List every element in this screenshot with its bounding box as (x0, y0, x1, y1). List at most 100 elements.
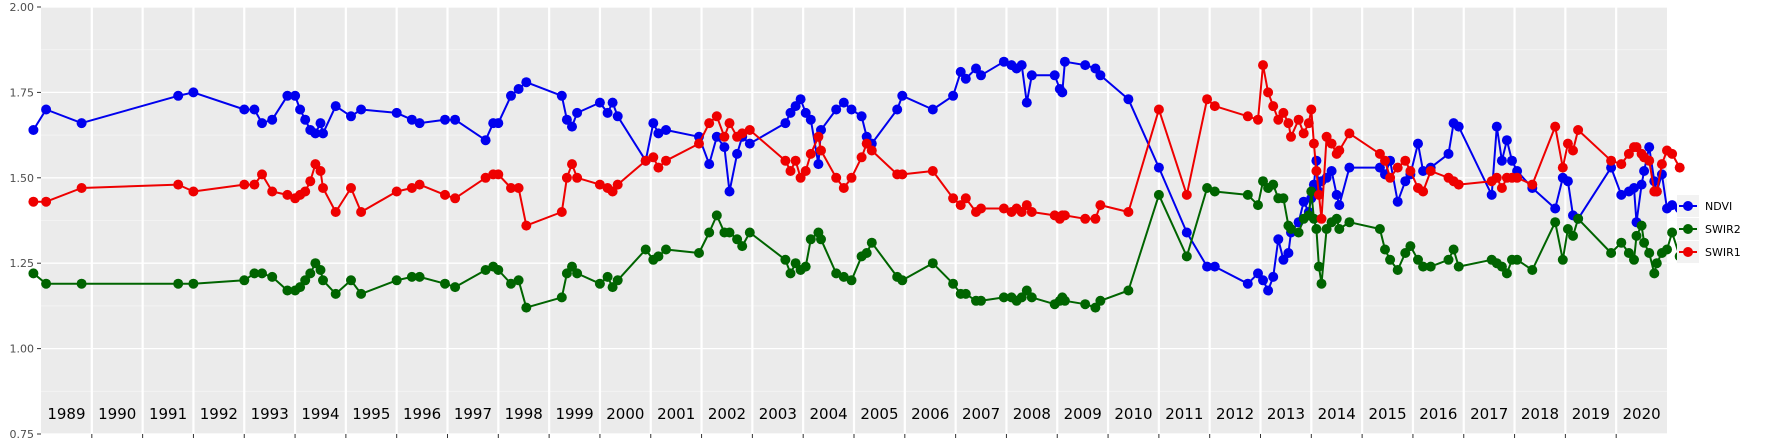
data-point-swir2 (816, 234, 826, 245)
year-label: 1993 (251, 405, 289, 423)
data-point-swir2 (607, 282, 618, 293)
data-point-swir2 (1316, 278, 1327, 289)
data-point-ndvi (1016, 60, 1027, 71)
data-point-swir2 (572, 268, 583, 279)
data-point-swir1 (1080, 213, 1091, 224)
data-point-ndvi (1209, 261, 1220, 272)
data-point-swir1 (506, 183, 516, 193)
data-point-ndvi (567, 121, 577, 132)
data-point-ndvi (188, 87, 199, 98)
data-point-swir2 (300, 275, 311, 286)
data-point-swir2 (1557, 254, 1568, 265)
data-point-swir1 (1550, 121, 1561, 132)
data-point-swir1 (1278, 107, 1289, 118)
data-point-ndvi (1283, 248, 1294, 258)
year-label: 2016 (1419, 405, 1457, 423)
data-point-swir2 (282, 285, 293, 296)
data-point-swir2 (602, 271, 613, 282)
data-point-ndvi (594, 97, 605, 108)
data-point-swir1 (556, 207, 567, 217)
data-point-ndvi (1123, 94, 1134, 105)
data-point-swir2 (1562, 224, 1573, 234)
data-point-swir2 (257, 268, 267, 279)
year-label: 2012 (1216, 405, 1254, 423)
data-point-swir2 (41, 278, 52, 289)
data-point-ndvi (173, 90, 184, 101)
data-point-swir1 (239, 179, 250, 190)
data-point-swir2 (561, 268, 572, 279)
data-point-ndvi (897, 90, 908, 101)
data-point-ndvi (704, 159, 715, 170)
data-point-swir1 (856, 152, 867, 163)
data-point-swir1 (1453, 179, 1464, 190)
data-point-ndvi (661, 125, 671, 135)
data-point-swir2 (295, 282, 306, 293)
data-point-ndvi (1413, 138, 1423, 149)
data-point-swir1 (173, 179, 184, 190)
y-tick-label: 1.50 (10, 172, 35, 185)
data-point-ndvi (318, 128, 328, 139)
data-point-ndvi (1418, 166, 1429, 176)
data-point-ndvi (805, 114, 816, 125)
data-point-swir1 (249, 179, 260, 190)
data-point-ndvi (315, 118, 326, 129)
data-point-swir1 (1209, 101, 1220, 112)
data-point-swir1 (816, 145, 826, 156)
series-layer (28, 56, 1685, 313)
data-point-ndvi (1486, 189, 1497, 200)
data-point-swir1 (1527, 179, 1538, 190)
data-point-swir1 (356, 207, 367, 217)
data-point-ndvi (1629, 183, 1639, 193)
data-point-swir1 (785, 166, 796, 176)
data-point-swir1 (1258, 60, 1268, 71)
data-point-ndvi (800, 107, 811, 118)
data-point-swir2 (1385, 254, 1396, 265)
data-point-swir2 (1095, 295, 1106, 306)
data-point-swir1 (1380, 155, 1390, 166)
data-point-swir1 (1425, 166, 1436, 176)
data-point-ndvi (249, 104, 260, 115)
year-separators (90, 7, 1618, 434)
legend-key-marker (1683, 247, 1693, 257)
data-point-swir1 (955, 200, 966, 211)
data-point-ndvi (28, 125, 39, 135)
data-point-ndvi (1501, 135, 1512, 146)
data-point-swir1 (1374, 148, 1385, 159)
data-point-swir1 (1181, 189, 1192, 200)
data-point-swir1 (1263, 87, 1274, 98)
data-point-swir2 (1331, 213, 1342, 224)
data-point-ndvi (1273, 234, 1284, 245)
year-label: 1990 (98, 405, 136, 423)
data-point-ndvi (1491, 121, 1502, 132)
data-point-ndvi (1326, 166, 1337, 176)
data-point-swir2 (188, 278, 199, 289)
data-point-ndvi (1059, 56, 1070, 67)
data-point-swir1 (866, 145, 877, 156)
data-point-ndvi (790, 101, 801, 112)
data-point-swir1 (648, 152, 659, 163)
year-label: 2006 (911, 405, 949, 423)
data-point-swir1 (1334, 145, 1345, 156)
data-point-ndvi (521, 77, 532, 88)
data-point-swir2 (1629, 254, 1639, 265)
data-point-swir2 (948, 278, 959, 289)
legend: NDVI SWIR2 SWIR1 (1677, 195, 1741, 263)
data-point-swir2 (506, 278, 516, 289)
data-point-swir1 (1496, 183, 1507, 193)
data-point-swir1 (188, 186, 199, 197)
legend-item-ndvi: NDVI (1677, 195, 1732, 217)
data-point-swir1 (41, 196, 52, 207)
data-point-ndvi (1253, 268, 1263, 279)
data-point-ndvi (76, 118, 87, 129)
year-label: 1989 (47, 405, 85, 423)
data-point-swir2 (1651, 258, 1662, 269)
data-point-swir2 (694, 248, 704, 258)
data-point-ndvi (927, 104, 938, 115)
data-point-swir1 (521, 220, 532, 231)
data-point-swir1 (561, 172, 572, 183)
y-tick-label: 1.25 (10, 257, 35, 270)
data-point-ndvi (711, 131, 722, 142)
data-point-swir1 (391, 186, 402, 197)
data-point-swir2 (414, 271, 425, 282)
